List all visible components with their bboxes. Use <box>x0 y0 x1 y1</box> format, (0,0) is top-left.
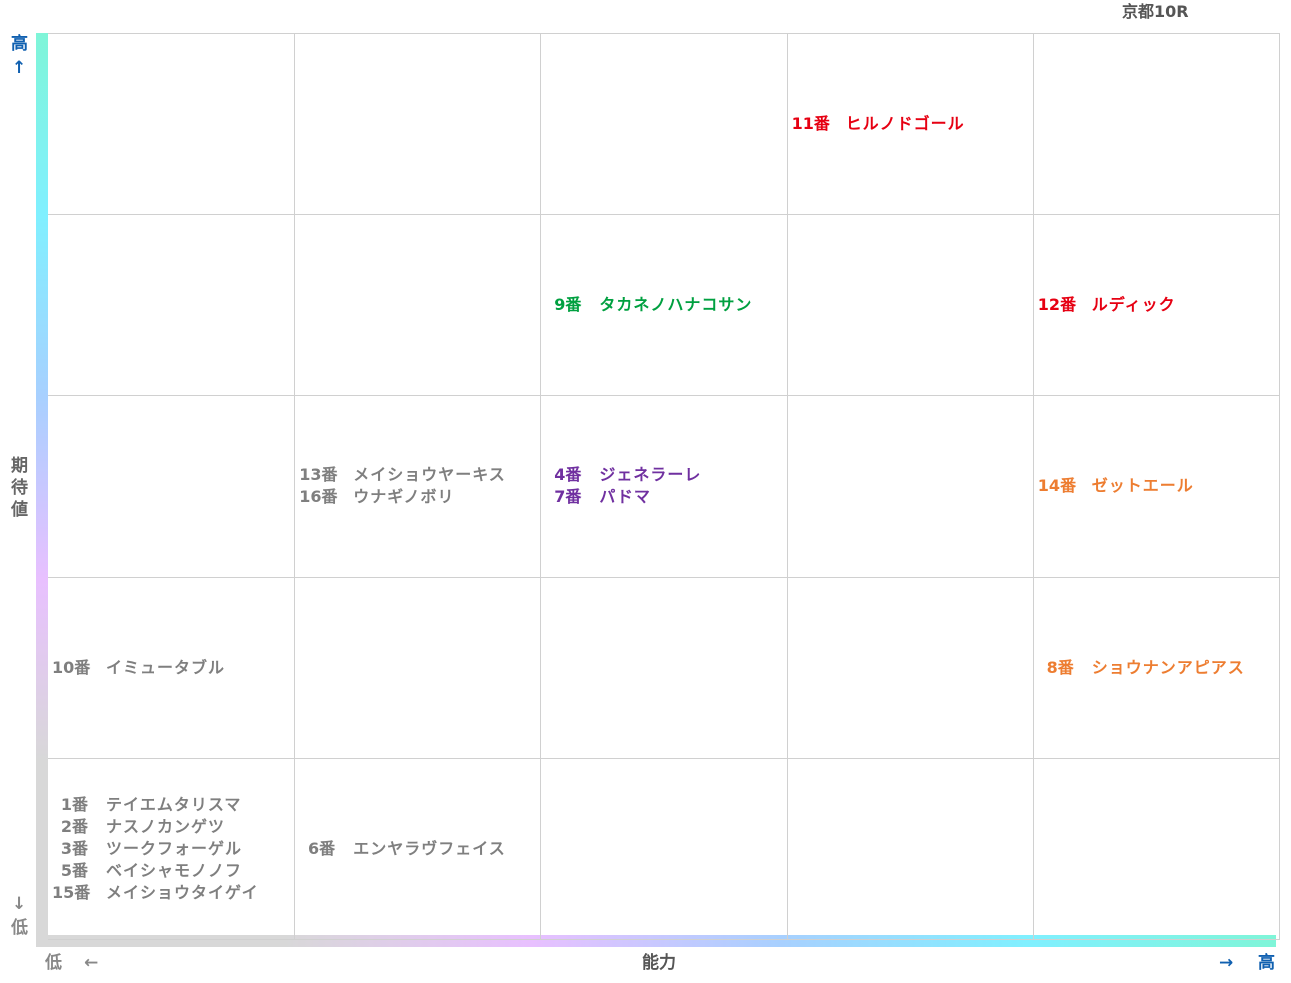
horse-name: ヒルノドゴール <box>845 114 965 134</box>
y-low-label: 低 <box>11 918 28 938</box>
horse-number: 8番 <box>1046 657 1074 677</box>
horse-name: メイショウヤーキス <box>353 465 506 485</box>
grid-cell <box>540 34 787 216</box>
horse-name: メイショウタイゲイ <box>106 882 259 902</box>
horse-entry: 11番 ヒルノドゴール <box>792 113 1033 135</box>
horse-number: 15番 <box>52 882 91 902</box>
horse-name: タカネノハナコサン <box>599 295 753 315</box>
y-high-arrow-icon: ↑ <box>12 58 27 78</box>
grid-cell <box>786 396 1033 578</box>
y-high-label: 高 <box>11 34 28 54</box>
y-axis-bar <box>36 33 48 943</box>
horse-name: エンヤラヴフェイス <box>353 838 506 858</box>
grid-cell <box>786 215 1033 397</box>
grid-cell: 9番 タカネノハナコサン <box>540 215 787 397</box>
horse-name: ルディック <box>1091 295 1176 315</box>
horse-entry: 2番 ナスノカンゲツ <box>52 816 294 838</box>
horse-name: ベイシャモノノフ <box>106 860 243 880</box>
horse-entry: 15番 メイショウタイゲイ <box>52 882 294 904</box>
horse-name: テイエムタリスマ <box>106 794 242 814</box>
horse-entry: 12番 ルディック <box>1038 294 1279 316</box>
grid-cell <box>786 758 1033 940</box>
horse-entry: 3番 ツークフォーゲル <box>52 838 294 860</box>
race-title: 京都10R <box>1122 2 1189 21</box>
horse-entry: 6番 エンヤラヴフェイス <box>299 838 540 860</box>
horse-name: ゼットエール <box>1091 476 1194 496</box>
grid-cell <box>48 215 295 397</box>
grid-cell: 11番 ヒルノドゴール <box>786 34 1033 216</box>
x-low-label: 低 <box>45 953 62 973</box>
grid-cell <box>48 34 295 216</box>
horse-number: 16番 <box>299 487 338 507</box>
matrix-grid: 11番 ヒルノドゴール 9番 タカネノハナコサン 12番 ルディック 13番 メイショウヤーキ… <box>48 33 1280 940</box>
horse-number: 9番 <box>554 295 582 315</box>
x-low-arrow-icon: ← <box>84 953 99 973</box>
horse-name: ショウナンアピアス <box>1091 657 1245 677</box>
horse-entry: 5番 ベイシャモノノフ <box>52 860 294 882</box>
horse-number: 6番 <box>308 838 336 858</box>
horse-number: 5番 <box>60 860 88 880</box>
x-high-arrow-icon: → <box>1219 953 1234 973</box>
horse-number: 14番 <box>1037 476 1077 496</box>
grid-cell: 13番 メイショウヤーキス 16番 ウナギノボリ <box>294 396 541 578</box>
horse-entry: 16番 ウナギノボリ <box>299 486 540 508</box>
y-axis-label: 期待値 <box>11 456 28 520</box>
grid-cell <box>294 215 541 397</box>
horse-number: 4番 <box>554 465 582 485</box>
grid-cell: 10番 イミュータブル <box>48 578 295 759</box>
grid-cell: 8番 ショウナンアピアス <box>1032 577 1279 759</box>
grid-cell <box>294 577 541 759</box>
horse-entry: 7番 パドマ <box>545 486 786 508</box>
grid-cell <box>1032 34 1279 216</box>
grid-cell <box>540 577 787 759</box>
grid-cell: 6番 エンヤラヴフェイス <box>294 758 541 940</box>
grid-cell: 4番 ジェネラーレ 7番 パドマ <box>540 396 787 578</box>
grid-cell <box>48 396 295 578</box>
x-axis-label: 能力 <box>642 953 676 973</box>
grid-cell <box>294 34 541 216</box>
horse-name: ウナギノボリ <box>353 487 455 507</box>
grid-cell <box>786 577 1033 759</box>
horse-name: イミュータブル <box>106 657 226 677</box>
horse-number: 7番 <box>554 487 582 507</box>
grid-cell: 14番 ゼットエール <box>1032 396 1279 578</box>
x-high-label: 高 <box>1258 953 1275 973</box>
horse-entry: 10番 イミュータブル <box>52 657 294 679</box>
horse-entry: 4番 ジェネラーレ <box>545 464 786 486</box>
horse-entry: 13番 メイショウヤーキス <box>299 464 540 486</box>
horse-name: ツークフォーゲル <box>106 838 243 858</box>
horse-name: パドマ <box>599 487 651 507</box>
horse-number: 10番 <box>52 657 91 677</box>
horse-name: ジェネラーレ <box>599 465 702 485</box>
horse-entry: 8番 ショウナンアピアス <box>1038 657 1279 679</box>
x-axis-bar <box>36 935 1276 947</box>
grid-cell <box>540 758 787 940</box>
horse-entry: 9番 タカネノハナコサン <box>545 294 786 316</box>
horse-number: 11番 <box>791 114 830 134</box>
horse-number: 13番 <box>299 465 338 485</box>
horse-entry: 1番 テイエムタリスマ <box>52 794 294 816</box>
horse-number: 3番 <box>60 838 88 858</box>
horse-number: 1番 <box>60 794 88 814</box>
grid-cell: 12番 ルディック <box>1032 215 1279 397</box>
horse-name: ナスノカンゲツ <box>106 816 226 836</box>
grid-cell: 1番 テイエムタリスマ 2番 ナスノカンゲツ 3番 ツークフォーゲル 5番 ベイシャモノノフ 1… <box>48 759 295 940</box>
grid-cell <box>1032 758 1279 940</box>
horse-entry: 14番 ゼットエール <box>1038 475 1279 497</box>
horse-number: 12番 <box>1037 295 1077 315</box>
horse-number: 2番 <box>60 816 88 836</box>
y-low-arrow-icon: ↓ <box>12 894 27 914</box>
